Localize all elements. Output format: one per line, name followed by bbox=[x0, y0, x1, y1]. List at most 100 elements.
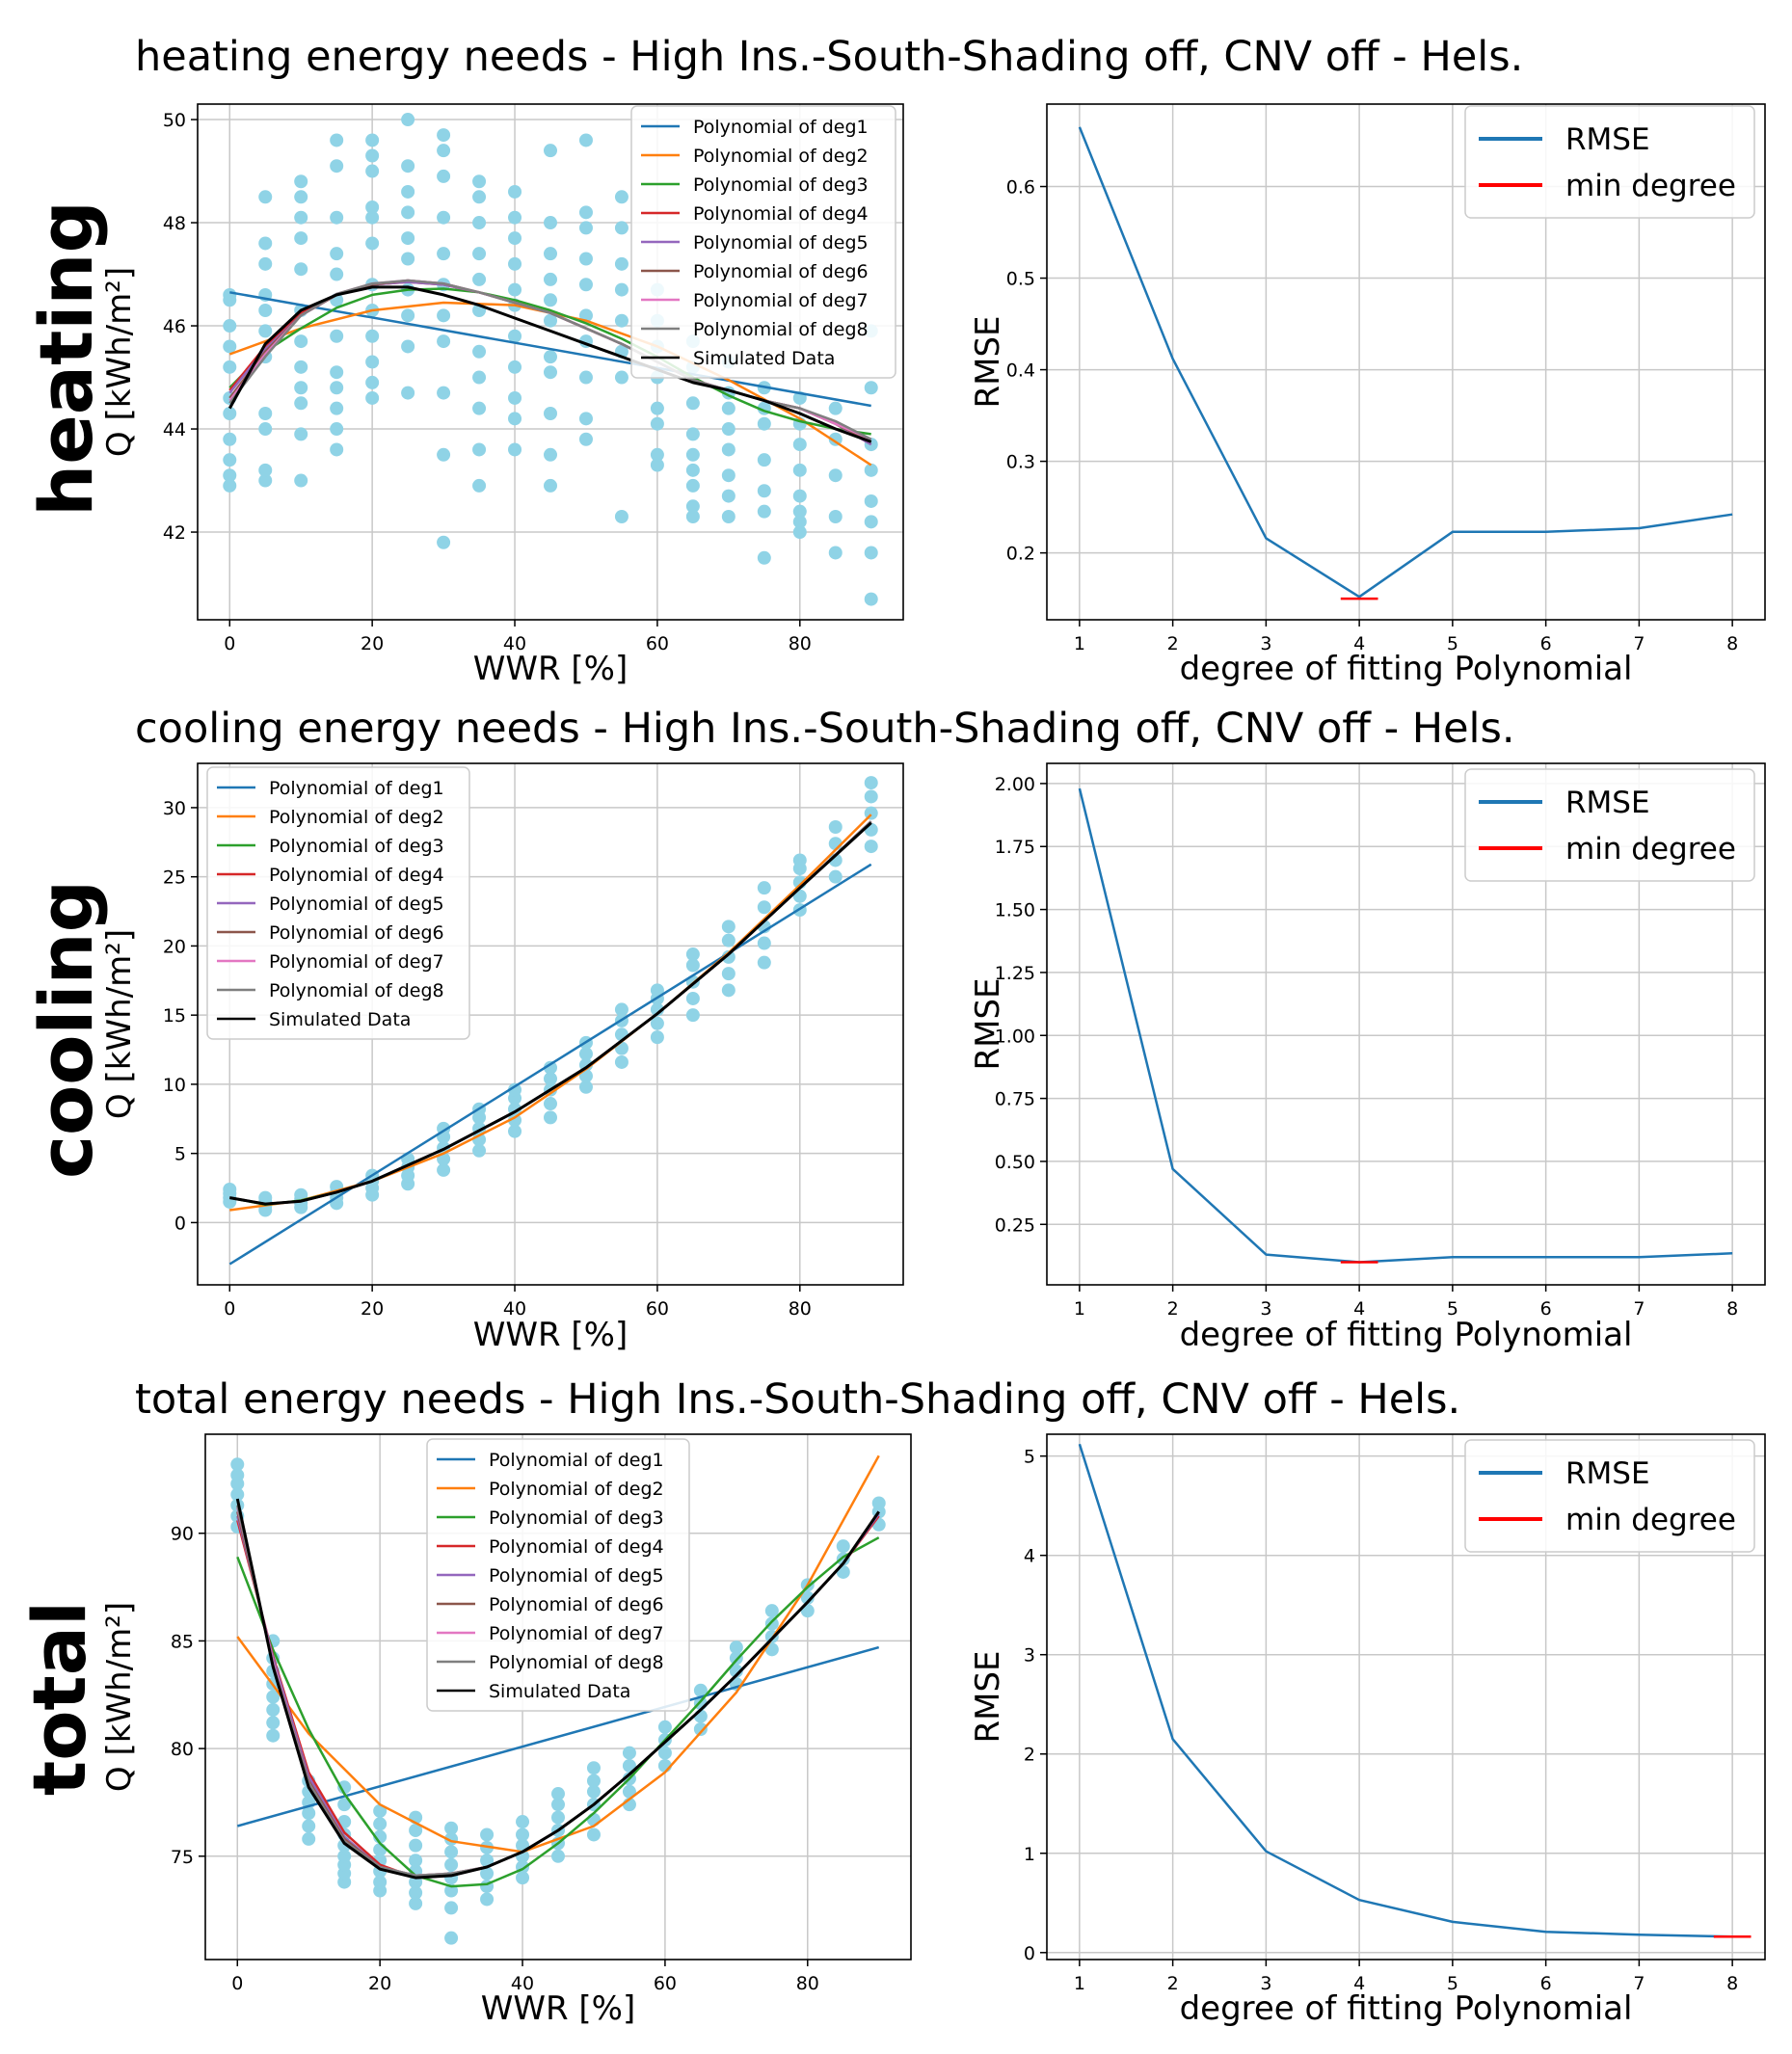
heat-fit-point bbox=[685, 499, 700, 514]
cool-fit-point bbox=[650, 1002, 664, 1017]
heat-fit-point bbox=[294, 210, 308, 225]
cool-fit-point bbox=[472, 1143, 487, 1158]
heat-fit-point bbox=[864, 515, 878, 529]
heat-fit-point bbox=[578, 370, 593, 385]
heat-fit-point bbox=[437, 386, 451, 400]
cool-fit-point bbox=[757, 936, 771, 950]
total-fit-point bbox=[409, 1885, 423, 1900]
heat-fit-point bbox=[721, 489, 736, 503]
cool-rmse-xtick-label: 8 bbox=[1726, 1298, 1738, 1320]
total-fit-point bbox=[373, 1843, 388, 1857]
heat-fit-point bbox=[258, 236, 273, 251]
heating-rmse-panel: 1 2 3 4 5 6 7 8 0.2 0.3 0.4 0.5 0.6 degree of fitting… bbox=[969, 103, 1766, 688]
heat-fit-point bbox=[437, 247, 451, 261]
total-fit-point bbox=[480, 1827, 495, 1842]
total-fit-point bbox=[337, 1780, 352, 1795]
total-fit-point bbox=[266, 1716, 281, 1730]
heat-fit-point bbox=[614, 510, 629, 523]
heat-fit-point bbox=[223, 478, 237, 493]
total-fit-point bbox=[337, 1798, 352, 1812]
total-fit-legend-label: Polynomial of deg4 bbox=[489, 1536, 664, 1558]
heat-fit-legend-label: Polynomial of deg7 bbox=[693, 290, 869, 311]
heat-fit-point bbox=[223, 339, 237, 354]
cool-rmse-ylabel: RMSE bbox=[969, 977, 1007, 1070]
cool-rmse-xtick-label: 7 bbox=[1633, 1298, 1645, 1320]
heat-rmse-xtick-label: 6 bbox=[1540, 633, 1552, 654]
cool-fit-point bbox=[828, 869, 843, 884]
total-fit-point bbox=[693, 1683, 708, 1697]
total-fit-legend-label: Polynomial of deg6 bbox=[489, 1594, 664, 1615]
total-fit-point bbox=[729, 1651, 743, 1666]
cool-fit-point bbox=[792, 853, 807, 867]
cool-rmse-legend-label: RMSE bbox=[1565, 786, 1650, 820]
cool-fit-point bbox=[685, 991, 700, 1005]
heat-fit-point bbox=[401, 231, 415, 246]
total-fit-point bbox=[516, 1871, 530, 1885]
heat-fit-point bbox=[223, 287, 237, 302]
cool-fit-series-polynomial-of-deg1 bbox=[228, 863, 872, 1266]
heat-fit-point bbox=[757, 484, 771, 498]
cool-fit-point bbox=[508, 1113, 522, 1128]
total-fit-point bbox=[729, 1641, 743, 1655]
total-fit-series-simulated-data bbox=[235, 1498, 880, 1880]
heat-fit-point bbox=[544, 144, 557, 158]
heat-fit-point bbox=[614, 313, 629, 328]
cool-fit-point bbox=[508, 1124, 522, 1138]
total-fit-point bbox=[230, 1468, 245, 1482]
heat-rmse-xtick-label: 4 bbox=[1353, 633, 1365, 654]
total-fit-point bbox=[409, 1854, 423, 1868]
cool-fit-xlabel: WWR [%] bbox=[473, 1316, 629, 1354]
heat-fit-point bbox=[685, 396, 700, 411]
total-rmse-legend bbox=[1464, 1439, 1755, 1553]
heat-fit-point bbox=[508, 329, 522, 343]
total-fit-xtick-label: 60 bbox=[654, 1973, 677, 1994]
heat-fit-legend-label: Simulated Data bbox=[693, 348, 835, 369]
total-rmse-legend-label: RMSE bbox=[1565, 1456, 1650, 1491]
total-fit-point bbox=[516, 1827, 530, 1842]
cool-rmse-ytick-label: 0.50 bbox=[995, 1152, 1035, 1173]
total-rmse-xtick-label: 3 bbox=[1260, 1973, 1271, 1994]
heat-fit-point bbox=[508, 412, 522, 426]
total-rmse-xtick-label: 5 bbox=[1447, 1973, 1458, 1994]
heat-fit-point bbox=[578, 252, 593, 266]
heat-fit-point bbox=[792, 525, 807, 540]
cooling-rmse-panel: 1 2 3 4 5 6 7 8 0.25 0.50 0.75 1.00 1.25 1.50 1.75 2.00… bbox=[969, 762, 1766, 1354]
cool-fit-legend-label: Polynomial of deg5 bbox=[269, 894, 444, 915]
total-fit-point bbox=[622, 1784, 636, 1799]
cool-fit-point bbox=[223, 1182, 237, 1196]
cool-fit-legend-label: Polynomial of deg1 bbox=[269, 778, 444, 799]
heat-fit-point bbox=[792, 489, 807, 503]
heat-fit-point bbox=[757, 453, 771, 467]
heat-fit-series-polynomial-of-deg1 bbox=[229, 291, 871, 408]
heat-fit-axes-frame bbox=[197, 103, 904, 621]
cool-fit-legend-label: Polynomial of deg8 bbox=[269, 980, 444, 1001]
heat-fit-point bbox=[294, 190, 308, 204]
total-fit-point bbox=[266, 1690, 281, 1704]
heat-fit-point bbox=[508, 184, 522, 199]
cool-fit-xtick-label: 80 bbox=[789, 1298, 812, 1320]
total-fit-point bbox=[480, 1854, 495, 1868]
total-fit-ytick-label: 75 bbox=[171, 1847, 194, 1868]
heat-fit-point bbox=[330, 365, 344, 380]
heat-fit-point bbox=[258, 256, 273, 271]
heat-fit-point bbox=[614, 282, 629, 297]
cool-fit-point bbox=[650, 1030, 664, 1045]
heat-fit-point bbox=[544, 350, 557, 364]
heat-fit-point bbox=[294, 427, 308, 441]
heat-fit-legend-label: Polynomial of deg3 bbox=[693, 174, 869, 196]
heat-fit-point bbox=[472, 401, 487, 415]
heat-fit-ytick-label: 46 bbox=[163, 316, 186, 337]
heat-fit-point bbox=[437, 128, 451, 143]
cool-fit-legend-label: Polynomial of deg6 bbox=[269, 922, 444, 944]
heat-fit-point bbox=[864, 592, 878, 606]
heat-fit-ytick-label: 42 bbox=[163, 522, 186, 544]
heat-rmse-axes-frame bbox=[1046, 103, 1766, 621]
heat-fit-xtick-label: 20 bbox=[361, 633, 384, 654]
total-fit-point bbox=[480, 1866, 495, 1881]
heat-fit-point bbox=[365, 236, 380, 251]
heat-fit-point bbox=[365, 148, 380, 163]
total-fit-point bbox=[302, 1819, 316, 1833]
heat-fit-point bbox=[365, 133, 380, 147]
heat-fit-point bbox=[258, 190, 273, 204]
row-label-heating: heating bbox=[23, 200, 109, 517]
